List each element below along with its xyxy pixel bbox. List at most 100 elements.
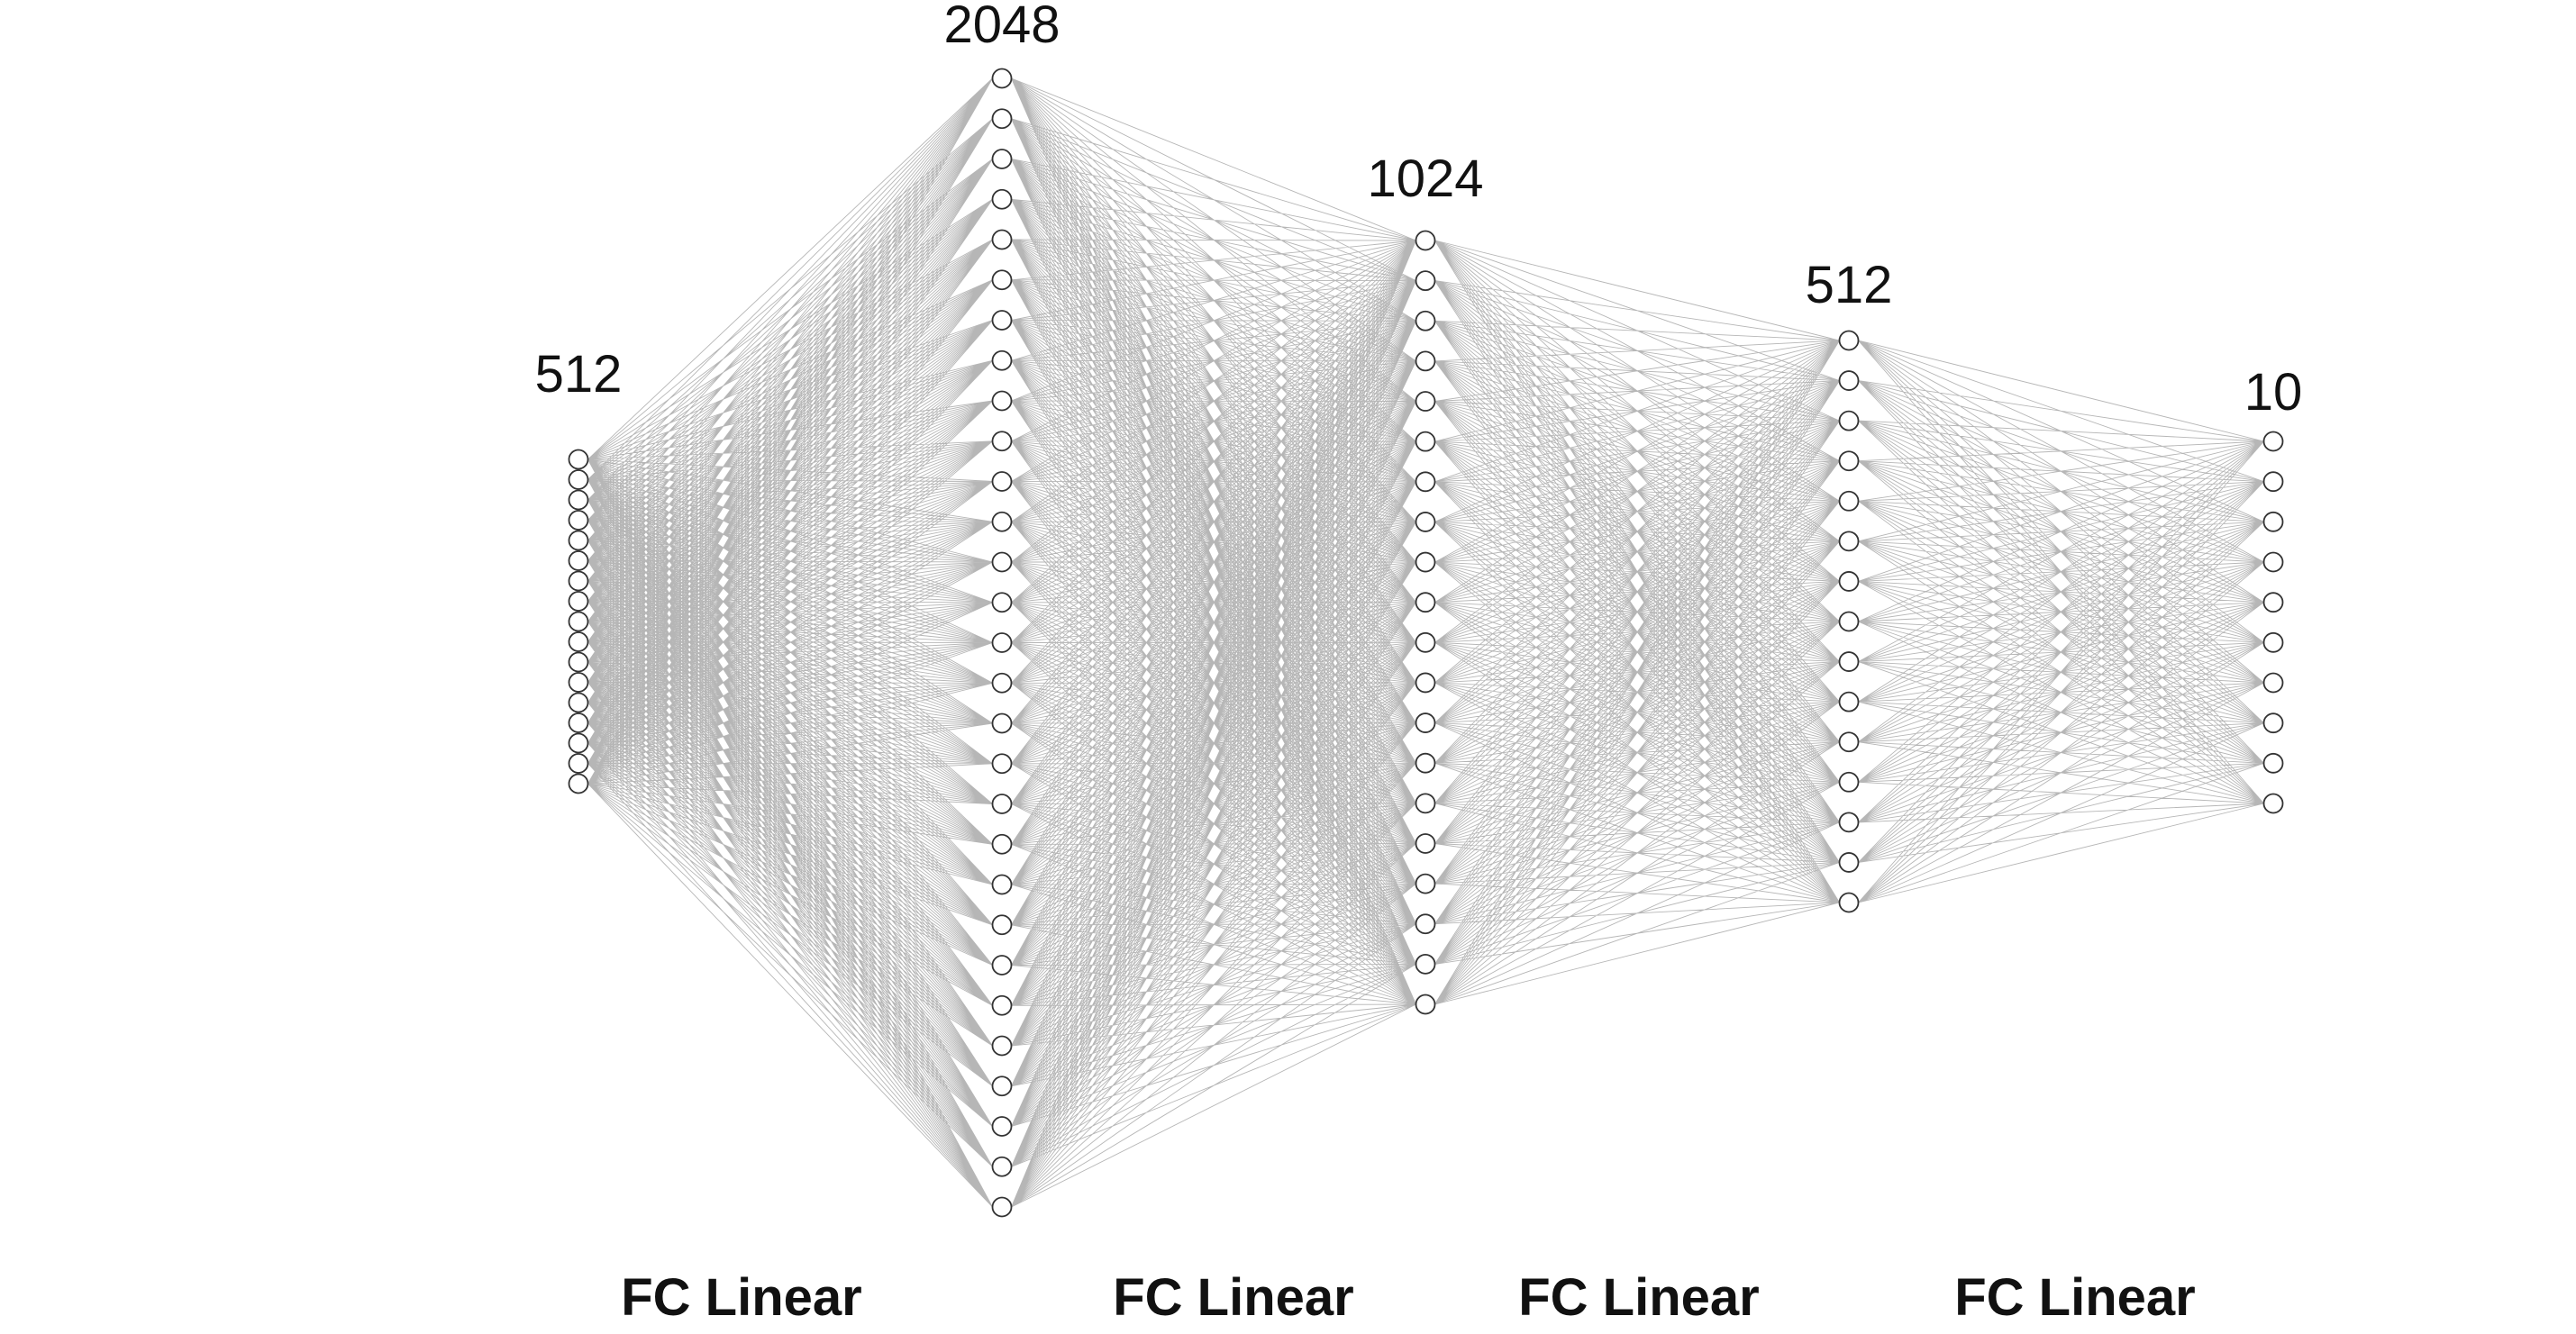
neuron-node <box>568 692 589 713</box>
neuron-node <box>2262 631 2284 653</box>
neuron-node <box>991 1156 1013 1177</box>
fc-connections-3-to-4 <box>1434 240 1840 1005</box>
layer-3-size-label: 1024 <box>1367 150 1483 208</box>
neuron-node <box>1838 731 1860 753</box>
neuron-node <box>991 310 1013 331</box>
layer-nodes <box>568 68 2284 1218</box>
layer-2-size-label: 2048 <box>943 0 1060 54</box>
neuron-node <box>568 773 589 794</box>
neuron-node <box>1838 330 1860 351</box>
neuron-node <box>991 833 1013 855</box>
neuron-node <box>991 712 1013 734</box>
neuron-node <box>1415 270 1436 292</box>
neuron-node <box>568 570 589 592</box>
neuron-node <box>1838 771 1860 793</box>
neuron-node <box>568 591 589 612</box>
neuron-node <box>1415 672 1436 694</box>
neuron-node <box>991 349 1013 371</box>
neuron-node <box>991 592 1013 613</box>
neuron-node <box>991 68 1013 89</box>
neuron-node <box>991 390 1013 412</box>
layer-4-size-label: 512 <box>1806 256 1893 314</box>
neuron-node <box>991 955 1013 976</box>
neuron-node <box>2262 592 2284 613</box>
neuron-node <box>568 469 589 490</box>
neuron-node <box>1415 712 1436 733</box>
neuron-node <box>568 672 589 693</box>
neuron-node <box>991 471 1013 492</box>
neuron-node <box>568 550 589 571</box>
neuron-node <box>1838 450 1860 472</box>
layer-1-nodes <box>568 449 589 794</box>
layer-2-nodes <box>991 68 1013 1218</box>
neuron-node <box>1415 913 1436 935</box>
neuron-node <box>568 510 589 531</box>
neuron-node <box>991 794 1013 814</box>
neuron-node <box>568 449 589 470</box>
neuron-node <box>991 753 1013 775</box>
neuron-node <box>1415 431 1436 452</box>
neuron-node <box>568 651 589 673</box>
neuron-node <box>2262 431 2284 452</box>
neuron-node <box>1415 350 1436 372</box>
neuron-node <box>1415 512 1436 532</box>
neuron-node <box>1838 571 1860 592</box>
neuron-node <box>2262 793 2284 814</box>
layer-5-size-label: 10 <box>2244 363 2303 422</box>
neuron-node <box>991 1035 1013 1057</box>
layer-4-nodes <box>1838 330 1860 913</box>
neuron-node <box>568 732 589 754</box>
fc-connections-2-to-3 <box>1011 77 1416 1208</box>
neuron-node <box>1415 230 1436 251</box>
layer-1-size-label: 512 <box>535 345 623 404</box>
neuron-node <box>1838 410 1860 431</box>
neuron-node <box>1415 793 1436 814</box>
fc-linear-label-2: FC Linear <box>1113 1268 1354 1327</box>
neuron-node <box>1415 752 1436 774</box>
neuron-node <box>1415 391 1436 412</box>
neuron-node <box>991 149 1013 169</box>
neuron-node <box>1838 852 1860 873</box>
fc-connections-1-to-2 <box>587 77 993 1208</box>
layer-5-nodes <box>2262 431 2284 814</box>
neuron-node <box>991 874 1013 895</box>
neuron-node <box>568 753 589 774</box>
connection-edges <box>587 77 2264 1208</box>
neuron-node <box>991 551 1013 573</box>
fc-linear-label-1: FC Linear <box>621 1268 862 1327</box>
neuron-node <box>991 511 1013 532</box>
neuron-node <box>1838 611 1860 632</box>
neuron-node <box>2262 511 2284 532</box>
neuron-node <box>991 431 1013 452</box>
neuron-node <box>991 1196 1013 1218</box>
neuron-node <box>1838 812 1860 833</box>
fc-linear-label-3: FC Linear <box>1518 1268 1760 1327</box>
layer-3-nodes <box>1415 230 1436 1015</box>
neuron-node <box>1415 592 1436 613</box>
neuron-node <box>1415 310 1436 331</box>
neuron-node <box>568 712 589 733</box>
neuron-node <box>2262 752 2284 774</box>
neuron-node <box>1415 471 1436 493</box>
neuron-node <box>991 229 1013 250</box>
neuron-node <box>568 489 589 511</box>
neuron-node <box>2262 551 2284 573</box>
neuron-node <box>991 914 1013 936</box>
neuron-node <box>991 108 1013 130</box>
neuron-node <box>568 530 589 551</box>
fc-connections-4-to-5 <box>1858 340 2264 903</box>
neuron-node <box>1415 551 1436 573</box>
neuron-node <box>1415 631 1436 653</box>
neuron-node <box>568 631 589 652</box>
neuron-node <box>1838 490 1860 512</box>
neuron-node <box>568 611 589 632</box>
neuron-node <box>1415 833 1436 854</box>
neuron-node <box>1838 370 1860 391</box>
neuron-node <box>991 632 1013 653</box>
neuron-node <box>991 1116 1013 1137</box>
neuron-node <box>991 269 1013 291</box>
neuron-node <box>2262 672 2284 694</box>
neuron-node <box>1415 994 1436 1015</box>
neuron-node <box>1838 651 1860 672</box>
neuron-node <box>2262 712 2284 734</box>
